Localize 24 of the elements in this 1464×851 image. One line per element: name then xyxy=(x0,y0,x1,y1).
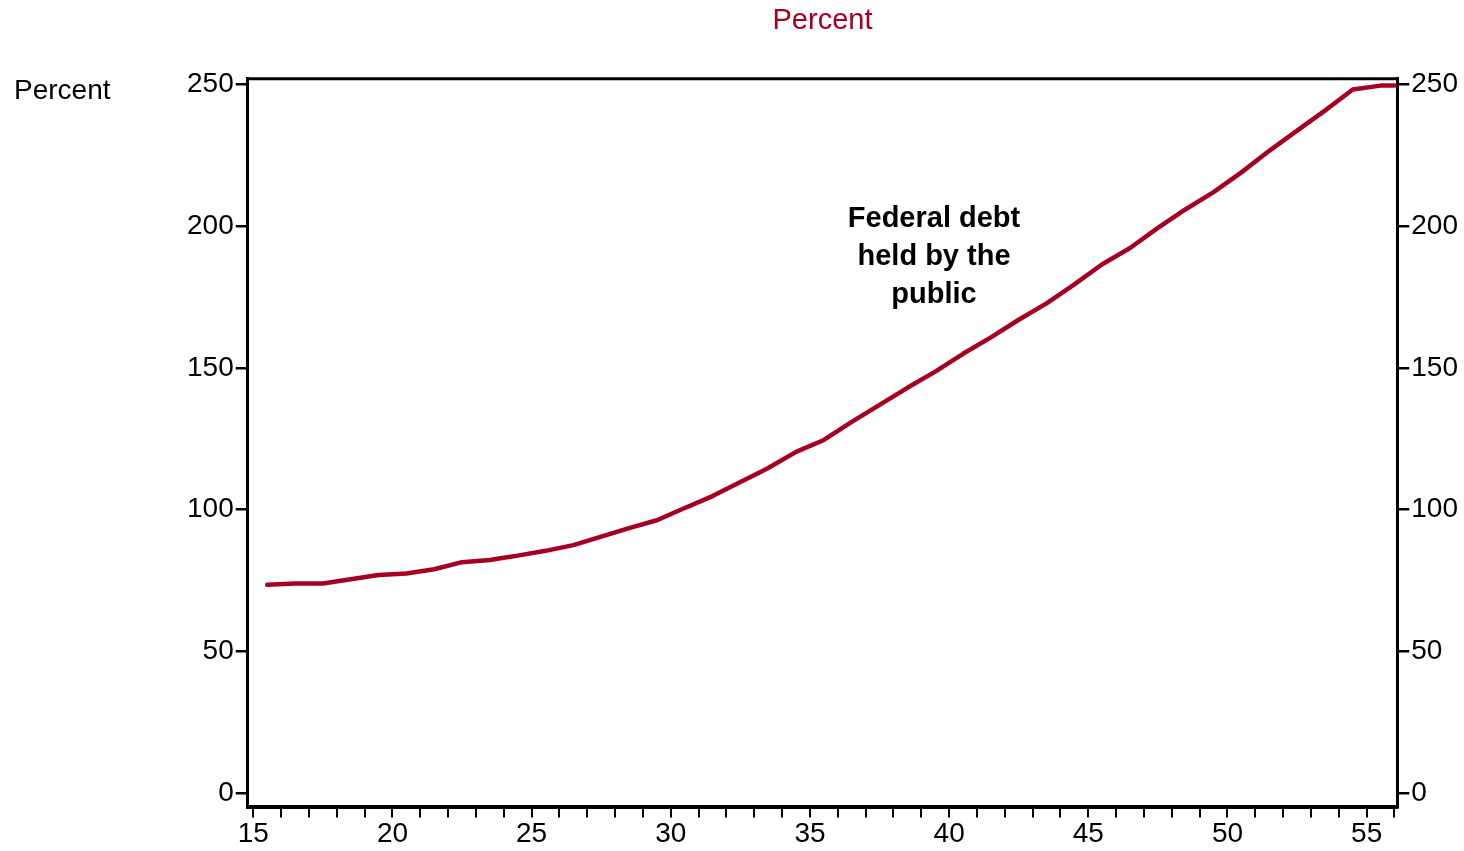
y2-tick-label: 100 xyxy=(1411,492,1458,524)
y2-tick-label: 250 xyxy=(1411,67,1458,99)
x-tick-label: 20 xyxy=(376,816,409,848)
y-tick-label: 50 xyxy=(202,634,234,666)
y-tick-label: 0 xyxy=(218,775,234,807)
y-axis-title: Percent xyxy=(14,73,111,105)
x-tick-label: 25 xyxy=(516,816,548,848)
x-tick-label: 15 xyxy=(237,816,269,848)
x-tick-label: 45 xyxy=(1072,816,1104,848)
annotation: Federal debt held by the public xyxy=(847,200,1021,309)
y2-tick-label: 0 xyxy=(1411,775,1427,807)
x-tick-label: 55 xyxy=(1351,816,1383,848)
y-tick-label: 200 xyxy=(187,208,234,240)
y-tick-label: 100 xyxy=(187,492,234,524)
chart-title: Percent xyxy=(772,3,873,36)
x-tick-label: 50 xyxy=(1211,816,1244,848)
y2-tick-label: 50 xyxy=(1411,634,1443,666)
x-tick-label: 40 xyxy=(933,816,965,848)
x-tick-label: 35 xyxy=(794,816,826,848)
y-tick-label: 150 xyxy=(187,350,234,382)
x-tick-label: 30 xyxy=(655,816,687,848)
y2-tick-label: 150 xyxy=(1411,350,1458,382)
y-tick-label: 250 xyxy=(187,67,234,99)
y2-tick-label: 200 xyxy=(1411,208,1458,240)
